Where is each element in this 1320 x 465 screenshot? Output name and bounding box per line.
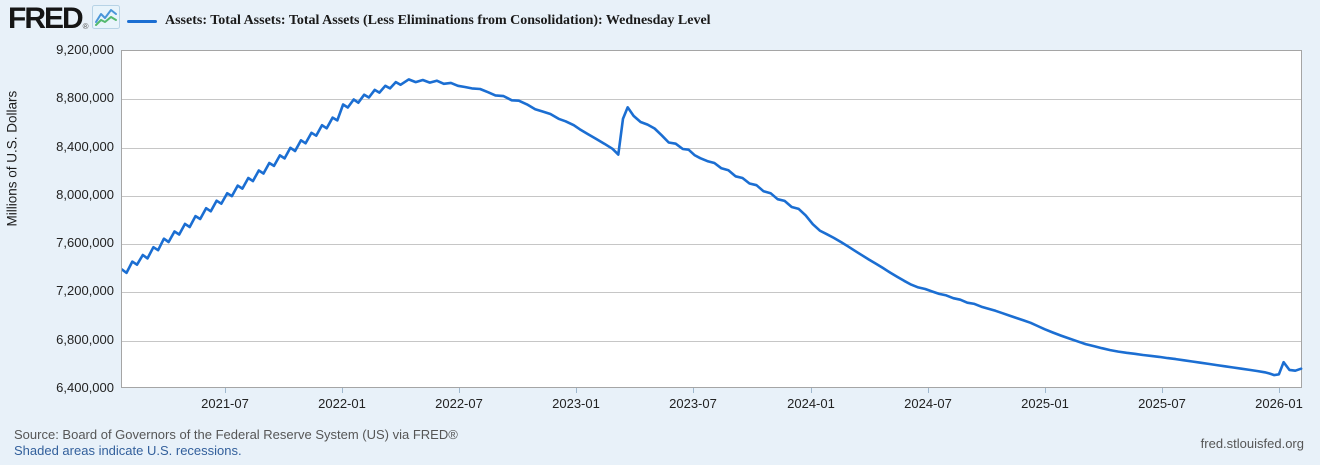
- x-tick-label: 2023-07: [669, 396, 717, 411]
- chart-canvas: [122, 78, 1303, 377]
- source-text: Source: Board of Governors of the Federa…: [14, 427, 458, 442]
- x-tick-mark: [928, 388, 929, 393]
- y-tick-label: 7,200,000: [56, 283, 114, 298]
- y-tick-label: 7,600,000: [56, 235, 114, 250]
- y-tick-label: 8,000,000: [56, 187, 114, 202]
- x-tick-label: 2021-07: [201, 396, 249, 411]
- x-tick-mark: [342, 388, 343, 393]
- registered-mark: ®: [82, 22, 89, 31]
- gridline: [122, 292, 1301, 293]
- y-axis-title: Millions of U.S. Dollars: [4, 90, 20, 227]
- series-line: [122, 78, 1303, 377]
- sparkline-chart-icon: [91, 4, 120, 34]
- gridline: [122, 99, 1301, 100]
- x-tick-label: 2022-01: [318, 396, 366, 411]
- x-tick-mark: [576, 388, 577, 393]
- gridline: [122, 341, 1301, 342]
- x-tick-mark: [459, 388, 460, 393]
- x-tick-label: 2024-07: [904, 396, 952, 411]
- x-tick-label: 2025-01: [1021, 396, 1069, 411]
- x-tick-label: 2025-07: [1138, 396, 1186, 411]
- x-tick-mark: [1162, 388, 1163, 393]
- x-tick-mark: [1045, 388, 1046, 393]
- gridline: [122, 196, 1301, 197]
- gridline: [122, 244, 1301, 245]
- x-tick-mark: [693, 388, 694, 393]
- y-tick-label: 6,400,000: [56, 380, 114, 395]
- x-tick-mark: [1279, 388, 1280, 393]
- gridline: [122, 148, 1301, 149]
- fred-logo-text: FRED: [8, 2, 84, 35]
- legend-line-swatch: [127, 19, 157, 23]
- x-tick-label: 2023-01: [552, 396, 600, 411]
- recession-note-link[interactable]: Shaded areas indicate U.S. recessions.: [14, 443, 242, 458]
- y-tick-label: 8,800,000: [56, 90, 114, 105]
- y-tick-label: 8,400,000: [56, 139, 114, 154]
- x-tick-mark: [225, 388, 226, 393]
- x-tick-label: 2026-01: [1255, 396, 1303, 411]
- y-tick-label: 6,800,000: [56, 332, 114, 347]
- site-url-text: fred.stlouisfed.org: [1200, 436, 1304, 451]
- y-tick-label: 9,200,000: [56, 42, 114, 57]
- x-tick-mark: [811, 388, 812, 393]
- legend-series-label[interactable]: Assets: Total Assets: Total Assets (Less…: [165, 13, 711, 28]
- fred-logo[interactable]: FRED ®: [8, 4, 120, 34]
- chart-plot-area[interactable]: [121, 50, 1303, 388]
- chart-legend: Assets: Total Assets: Total Assets (Less…: [127, 13, 711, 29]
- x-tick-label: 2024-01: [787, 396, 835, 411]
- x-tick-label: 2022-07: [435, 396, 483, 411]
